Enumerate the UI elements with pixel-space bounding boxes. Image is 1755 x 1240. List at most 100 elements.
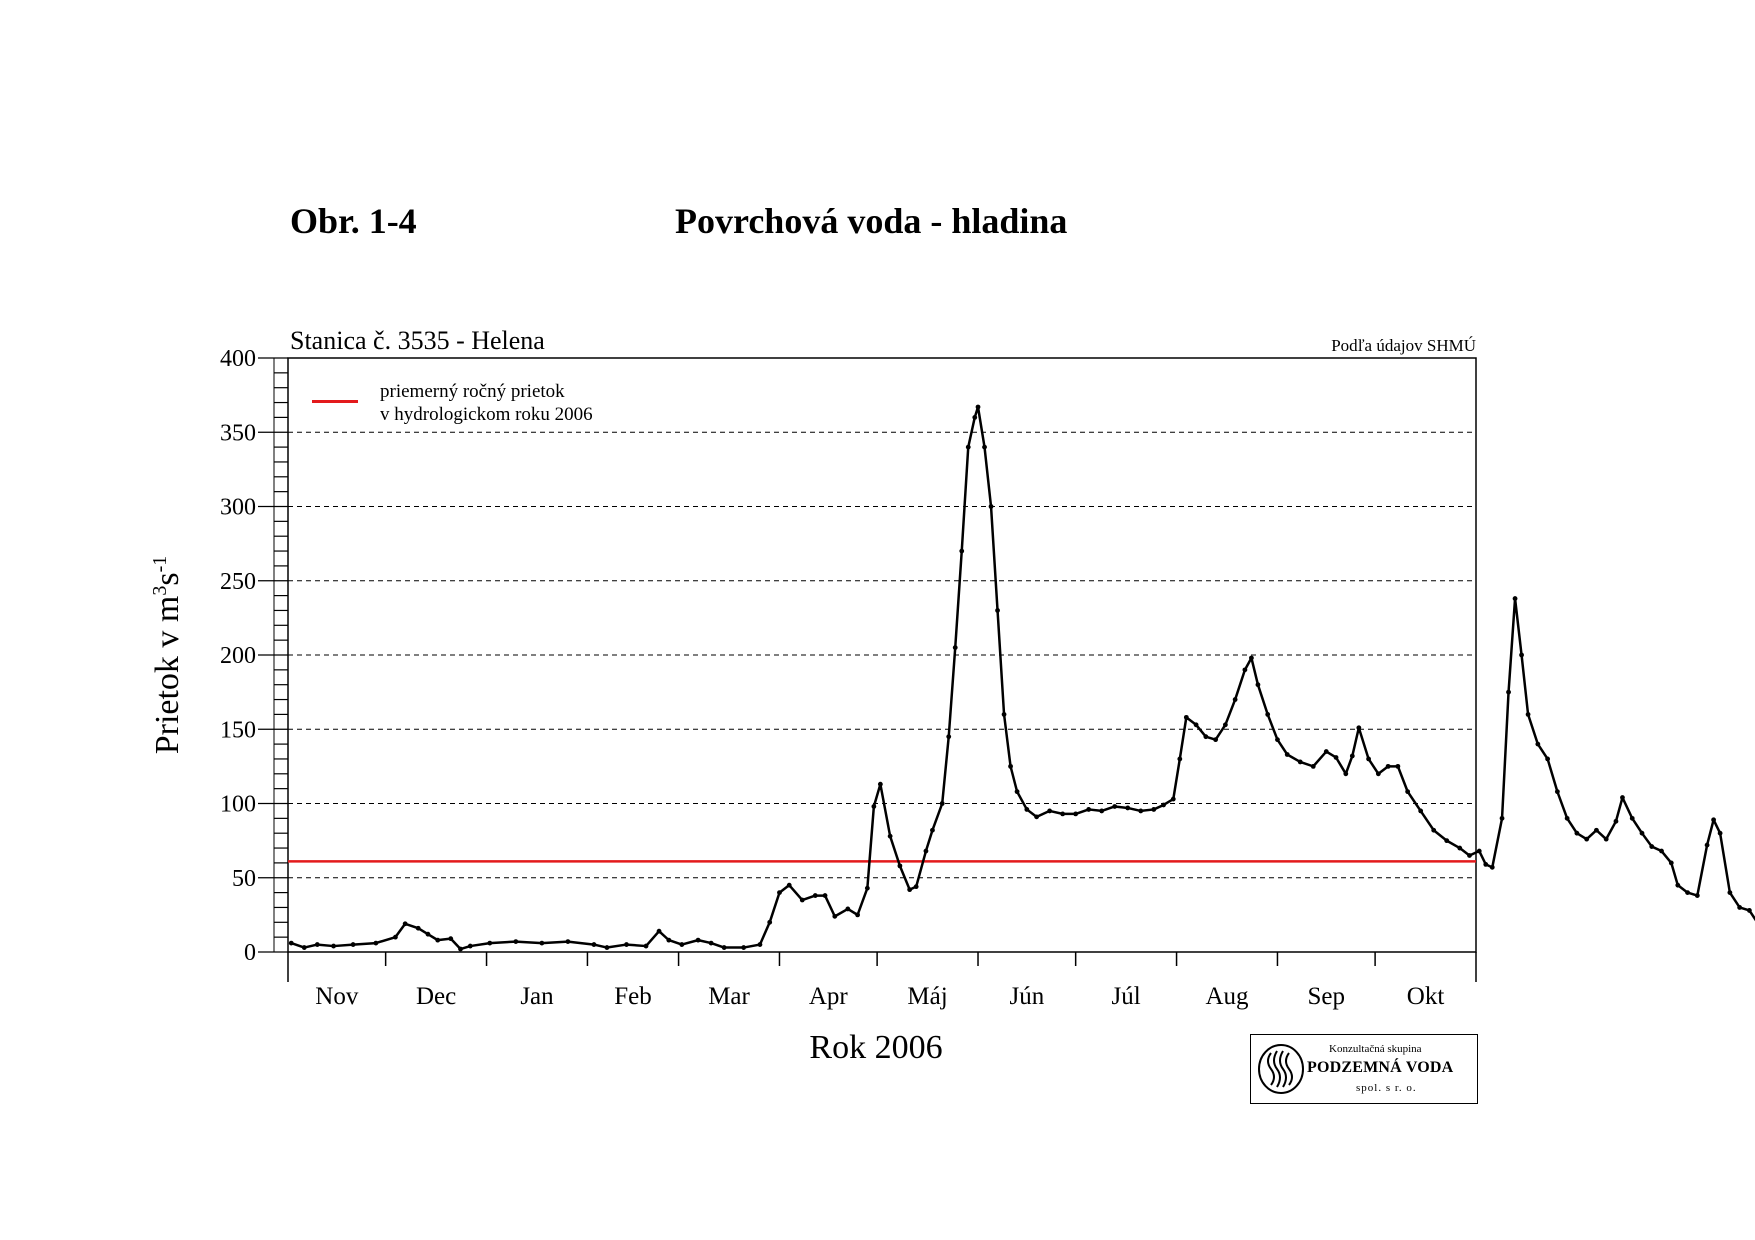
discharge-point [1138,808,1144,814]
discharge-point [1275,737,1280,743]
discharge-point [393,934,398,940]
discharge-point [959,548,965,554]
station-label: Stanica č. 3535 - Helena [290,326,545,355]
x-month-label: Mar [708,983,750,1010]
discharge-point [402,921,408,927]
data-source-label: Podľa údajov SHMÚ [1331,336,1476,355]
discharge-point [458,946,463,952]
x-month-label: Okt [1407,983,1445,1010]
discharge-point [786,882,792,888]
y-tick-label: 150 [220,717,256,743]
discharge-point [721,945,727,950]
discharge-point [1639,830,1645,836]
discharge-point [1594,827,1599,833]
discharge-point [301,945,307,950]
discharge-point [1034,814,1040,820]
discharge-point [1584,836,1590,842]
discharge-point [1073,811,1079,817]
discharge-point [1444,838,1450,844]
y-tick-label: 100 [220,792,256,818]
discharge-point [812,893,818,898]
discharge-point [995,608,1000,613]
discharge-point [855,912,860,918]
x-month-label: Feb [614,983,652,1010]
discharge-point [1151,807,1157,812]
discharge-point [1203,734,1209,740]
discharge-point [1629,815,1635,821]
y-tick-label: 50 [232,866,256,892]
x-month-label: Dec [416,983,456,1010]
discharge-point [331,943,336,949]
discharge-point [822,893,828,898]
discharge-point [1737,905,1743,910]
discharge-point [1659,848,1664,854]
discharge-point [1375,771,1381,777]
discharge-point [757,942,763,947]
discharge-point [1554,789,1560,795]
discharge-point [539,940,545,946]
discharge-point [643,943,649,949]
discharge-series-line [290,405,1755,951]
discharge-point [1483,861,1489,867]
discharge-point [1512,596,1518,601]
discharge-point [1685,890,1690,895]
y-axis-label-mid: s [149,572,187,586]
discharge-point [1008,763,1013,769]
discharge-point [1265,712,1271,717]
discharge-point [1431,827,1437,833]
y-axis-label: Prietok v m3s-1 [149,556,187,755]
x-axis-label: Rok 2006 [809,1029,943,1066]
discharge-point [871,804,877,809]
discharge-point [930,827,935,833]
discharge-point [1222,722,1228,728]
discharge-point [448,936,454,942]
discharge-point [314,942,320,947]
figure-number: Obr. 1-4 [290,201,417,241]
discharge-point [1499,815,1505,821]
discharge-point [1183,714,1189,720]
y-tick-label: 400 [220,346,256,372]
discharge-point [1356,725,1362,731]
y-tick-label: 350 [220,420,256,446]
discharge-point [565,939,571,945]
discharge-point [1418,808,1424,814]
discharge-point [1366,756,1371,762]
discharge-point [708,940,714,946]
discharge-point [373,940,379,946]
discharge-point [923,848,929,854]
discharge-point [1457,845,1463,851]
discharge-point [1613,818,1619,824]
discharge-point [591,942,597,947]
discharge-point [1675,882,1681,888]
discharge-point [1284,752,1290,757]
discharge-point [1649,844,1655,849]
discharge-point [1545,756,1551,762]
discharge-point [1060,811,1066,817]
discharge-point [1249,655,1254,661]
discharge-point [656,928,662,934]
x-month-label: Aug [1205,983,1249,1010]
discharge-point [946,734,952,740]
company-logo: Konzultačná skupina PODZEMNÁ VODA spol. … [1250,1034,1478,1104]
x-month-label: Jan [520,983,554,1010]
discharge-point [1489,864,1495,870]
y-axis-label-base: Prietok v m [149,595,187,755]
discharge-point [1747,908,1752,913]
discharge-point [1161,802,1166,808]
discharge-point [982,444,987,450]
discharge-point [1525,712,1531,717]
discharge-point [1310,763,1316,769]
y-tick-label: 200 [220,643,256,669]
discharge-point [864,885,870,891]
x-month-label: Apr [809,983,849,1010]
discharge-point [1564,815,1570,821]
discharge-point [952,645,958,650]
discharge-point [624,942,629,947]
legend-label: priemerný ročný prietok v hydrologickom … [380,380,593,426]
discharge-point [1242,667,1248,673]
discharge-point [1014,789,1020,795]
discharge-point [513,939,519,945]
discharge-point [877,781,883,787]
x-month-label: Jún [1009,983,1044,1010]
discharge-point [939,801,945,806]
